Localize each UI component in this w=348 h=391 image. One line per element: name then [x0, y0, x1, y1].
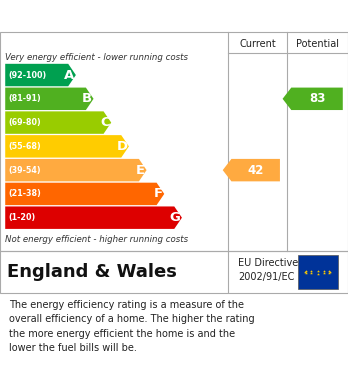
Text: E: E — [136, 163, 145, 177]
Text: The energy efficiency rating is a measure of the
overall efficiency of a home. T: The energy efficiency rating is a measur… — [9, 300, 254, 353]
Polygon shape — [5, 206, 182, 229]
Polygon shape — [5, 111, 111, 134]
Text: (69-80): (69-80) — [9, 118, 41, 127]
Text: (92-100): (92-100) — [9, 70, 47, 79]
Text: A: A — [64, 68, 74, 82]
Polygon shape — [5, 135, 129, 158]
Text: Energy Efficiency Rating: Energy Efficiency Rating — [9, 9, 211, 23]
Text: 42: 42 — [247, 163, 264, 177]
Polygon shape — [5, 88, 94, 110]
Text: C: C — [100, 116, 110, 129]
Text: (55-68): (55-68) — [9, 142, 41, 151]
Text: F: F — [154, 187, 163, 201]
Polygon shape — [5, 64, 76, 86]
Text: (21-38): (21-38) — [9, 189, 41, 198]
Text: Current: Current — [239, 39, 276, 49]
Text: B: B — [82, 92, 92, 105]
Text: EU Directive
2002/91/EC: EU Directive 2002/91/EC — [238, 258, 299, 282]
Text: 83: 83 — [309, 92, 325, 105]
Text: Potential: Potential — [296, 39, 339, 49]
Text: (1-20): (1-20) — [9, 213, 36, 222]
Polygon shape — [283, 88, 343, 110]
Text: Not energy efficient - higher running costs: Not energy efficient - higher running co… — [5, 235, 188, 244]
Polygon shape — [223, 159, 280, 181]
Text: D: D — [116, 140, 127, 153]
Polygon shape — [5, 183, 164, 205]
Bar — [298, 255, 338, 289]
Text: England & Wales: England & Wales — [7, 263, 177, 281]
Text: (81-91): (81-91) — [9, 94, 41, 103]
Text: G: G — [170, 211, 181, 224]
Text: (39-54): (39-54) — [9, 166, 41, 175]
Text: Very energy efficient - lower running costs: Very energy efficient - lower running co… — [5, 54, 188, 63]
Polygon shape — [5, 159, 147, 181]
